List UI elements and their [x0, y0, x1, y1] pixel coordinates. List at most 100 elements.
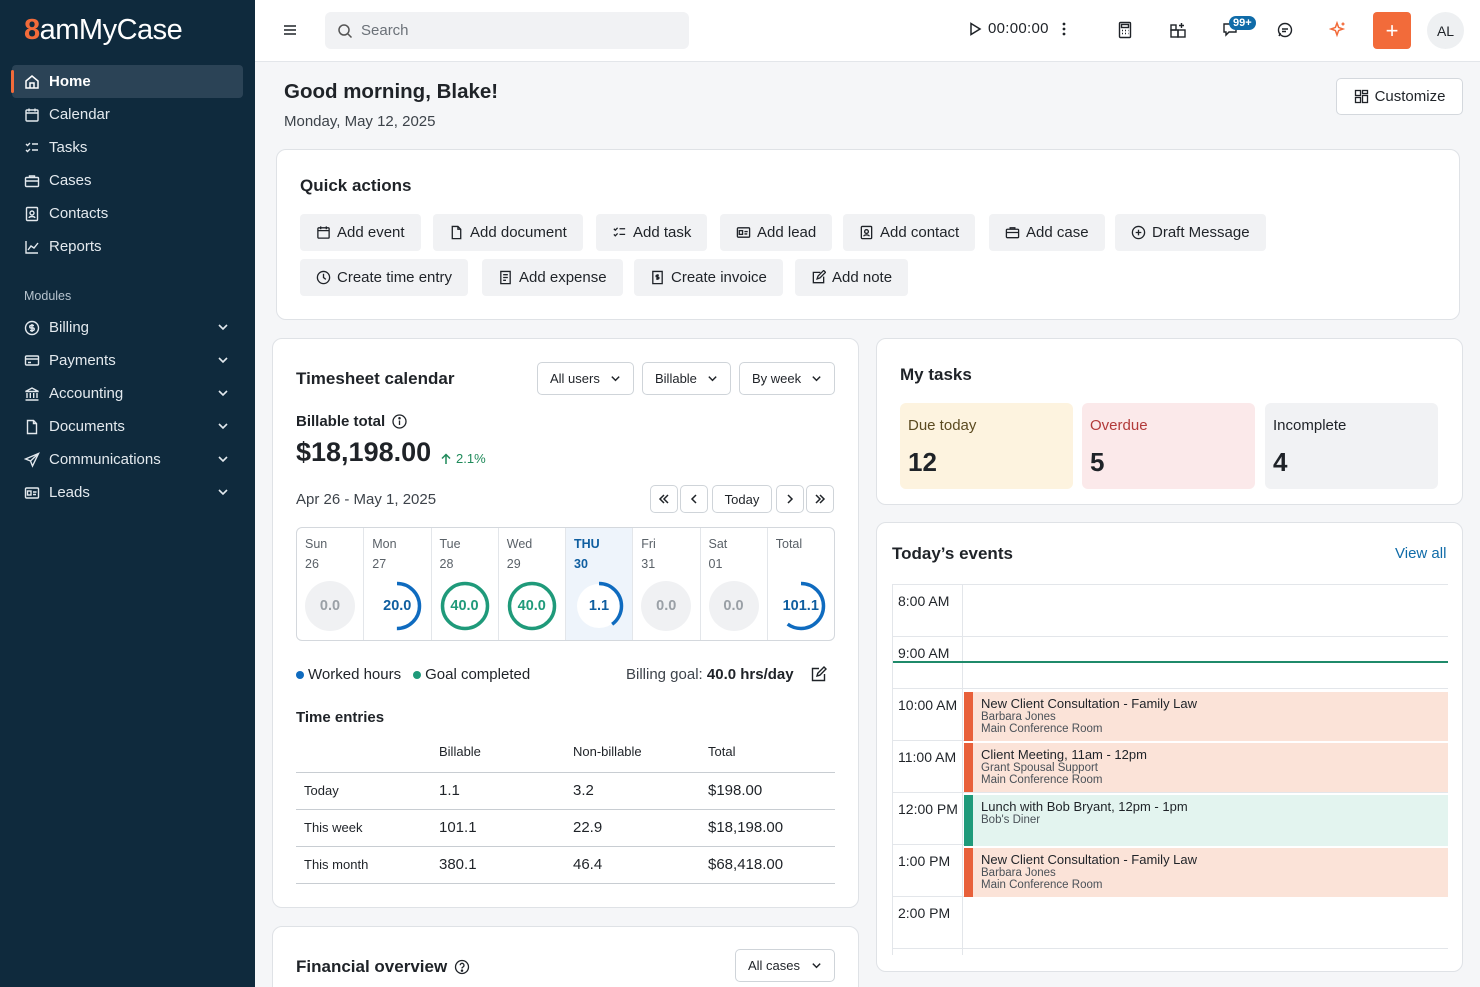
ring-progress-arc [574, 581, 624, 631]
day-cell-thu[interactable]: THU 30 1.1 [566, 528, 634, 640]
top-bar: 00:00:00 99+ + AL [255, 0, 1480, 62]
event-block[interactable]: New Client Consultation - Family Law Bar… [964, 692, 1448, 741]
add-case-button[interactable]: Add case [989, 214, 1105, 251]
sidebar-item-cases[interactable]: Cases [12, 164, 243, 197]
day-hours: 0.0 [319, 598, 341, 614]
bank-icon [24, 386, 40, 402]
info-icon[interactable] [392, 414, 407, 429]
period-filter-dropdown[interactable]: By week [739, 362, 835, 395]
task-box-label: Incomplete [1273, 417, 1347, 434]
draft-message-label: Draft Message [1152, 224, 1250, 241]
day-cell-wed[interactable]: Wed 29 40.0 [499, 528, 566, 640]
dollar-circle-icon [24, 320, 40, 336]
receipt-icon [500, 270, 511, 285]
sidebar-item-tasks[interactable]: Tasks [12, 131, 243, 164]
sidebar-item-leads[interactable]: Leads [12, 476, 243, 509]
sidebar: 8 amMyCase Home Calendar Tasks Cases Cont… [0, 0, 255, 987]
briefcase-icon [1005, 227, 1020, 239]
sidebar-item-accounting[interactable]: Accounting [12, 377, 243, 410]
billable-cell: 380.1 [439, 846, 573, 884]
quick-add-button[interactable]: + [1373, 12, 1411, 49]
sidebar-item-calendar[interactable]: Calendar [12, 98, 243, 131]
day-cell-tue[interactable]: Tue 28 40.0 [432, 528, 499, 640]
add-contact-label: Add contact [880, 224, 960, 241]
billable-filter-dropdown[interactable]: Billable [642, 362, 731, 395]
search-input[interactable] [361, 22, 661, 39]
billable-filter-value: Billable [655, 371, 697, 386]
sidebar-item-documents[interactable]: Documents [12, 410, 243, 443]
date-range: Apr 26 - May 1, 2025 [296, 491, 437, 508]
add-event-button[interactable]: Add event [300, 214, 421, 251]
sparkle-ai-icon[interactable] [1329, 21, 1347, 39]
day-cell-fri[interactable]: Fri 31 0.0 [633, 528, 701, 640]
sidebar-item-reports[interactable]: Reports [12, 230, 243, 263]
ring-progress-arc [373, 581, 422, 631]
next-week-button[interactable] [776, 485, 804, 513]
sidebar-item-communications[interactable]: Communications [12, 443, 243, 476]
users-filter-value: All users [550, 371, 600, 386]
tasks-overdue[interactable]: Overdue 5 [1082, 403, 1255, 489]
sidebar-item-payments[interactable]: Payments [12, 344, 243, 377]
help-icon[interactable] [454, 959, 470, 975]
avatar[interactable]: AL [1427, 12, 1464, 49]
view-all-link[interactable]: View all [1395, 545, 1447, 562]
edit-icon[interactable] [810, 666, 827, 683]
page-title: Good morning, Blake! [284, 80, 499, 103]
add-note-button[interactable]: Add note [795, 259, 909, 296]
day-cell-sun[interactable]: Sun 26 0.0 [297, 528, 365, 640]
brand-logo[interactable]: 8 amMyCase [24, 13, 183, 46]
chevron-down-icon [218, 324, 228, 331]
sidebar-item-billing[interactable]: Billing [12, 311, 243, 344]
add-document-button[interactable]: Add document [433, 214, 583, 251]
event-detail: Barbara Jones [981, 867, 1056, 879]
add-lead-button[interactable]: Add lead [720, 214, 833, 251]
tasks-due-today[interactable]: Due today 12 [900, 403, 1073, 489]
cases-filter-dropdown[interactable]: All cases [735, 949, 835, 982]
apps-add-icon[interactable] [1169, 21, 1187, 39]
add-contact-button[interactable]: Add contact [843, 214, 976, 251]
column-header: Non-billable [573, 732, 708, 773]
sidebar-item-home[interactable]: Home [11, 65, 243, 98]
sidebar-item-label: Contacts [49, 205, 109, 222]
users-filter-dropdown[interactable]: All users [537, 362, 634, 395]
day-cell-sat[interactable]: Sat 01 0.0 [701, 528, 768, 640]
arrow-up-icon [441, 452, 451, 464]
last-week-button[interactable] [806, 485, 834, 513]
today-button[interactable]: Today [712, 485, 772, 513]
search-bar[interactable] [325, 12, 689, 49]
create-time-entry-button[interactable]: Create time entry [300, 259, 469, 296]
tasks-incomplete[interactable]: Incomplete 4 [1265, 403, 1438, 489]
note-edit-icon [812, 270, 826, 284]
day-cell-mon[interactable]: Mon 27 20.0 [364, 528, 432, 640]
event-block[interactable]: Lunch with Bob Bryant, 12pm - 1pm Bob's … [964, 795, 1448, 846]
sidebar-item-label: Billing [49, 319, 90, 336]
more-vertical-icon[interactable] [1057, 21, 1071, 37]
event-location: Main Conference Room [981, 723, 1103, 735]
draft-message-button[interactable]: Draft Message [1115, 214, 1266, 251]
play-icon[interactable] [968, 21, 982, 36]
event-block[interactable]: New Client Consultation - Family Law Bar… [964, 848, 1448, 897]
chevron-left-icon [690, 494, 697, 504]
day-hours: 101.1 [782, 598, 819, 614]
calculator-icon[interactable] [1116, 21, 1134, 39]
add-task-button[interactable]: Add task [596, 214, 708, 251]
chevron-down-icon [812, 963, 821, 969]
timer[interactable]: 00:00:00 [968, 20, 1071, 37]
chat-icon[interactable] [1276, 21, 1294, 39]
create-invoice-button[interactable]: Create invoice [634, 259, 783, 296]
event-block[interactable]: Client Meeting, 11am - 12pm Grant Spousa… [964, 743, 1448, 792]
invoice-icon [652, 270, 663, 285]
hamburger-menu-icon[interactable] [282, 22, 298, 38]
chevron-down-icon [611, 376, 620, 382]
previous-week-button[interactable] [680, 485, 708, 513]
billable-cell: 101.1 [439, 809, 573, 847]
reports-icon [24, 239, 40, 255]
sidebar-item-contacts[interactable]: Contacts [12, 197, 243, 230]
hour-label: 9:00 AM [898, 645, 950, 661]
day-name: Mon [372, 537, 397, 551]
first-week-button[interactable] [650, 485, 678, 513]
table-row: This month 380.1 46.4 $68,418.00 [296, 846, 835, 884]
ring-progress-arc [776, 581, 825, 631]
add-expense-button[interactable]: Add expense [482, 259, 623, 296]
customize-button[interactable]: Customize [1336, 78, 1463, 115]
